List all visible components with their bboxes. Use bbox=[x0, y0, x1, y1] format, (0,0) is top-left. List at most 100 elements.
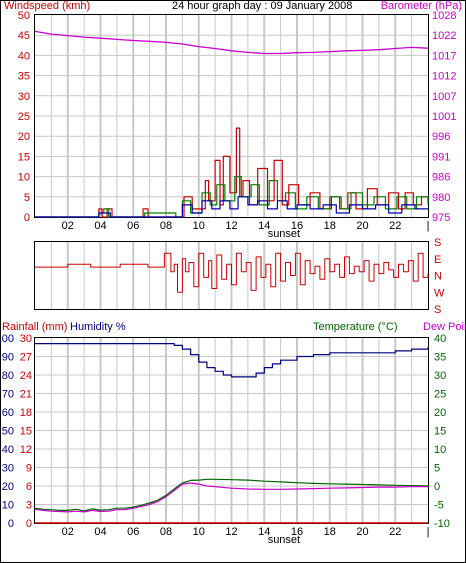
barometer-tick-label: 1012 bbox=[432, 71, 456, 83]
direction-tick-label: N bbox=[434, 271, 442, 283]
humidity-tick-label: 90 bbox=[2, 352, 14, 364]
direction-tick-label: W bbox=[434, 287, 445, 299]
temperature-tick-label: 0 bbox=[434, 481, 440, 493]
rainfall-tick-label: 27 bbox=[20, 352, 32, 364]
x-tick-label: 14 bbox=[258, 526, 270, 538]
windspeed-tick-label: 25 bbox=[18, 111, 30, 123]
windspeed-tick-label: 5 bbox=[24, 192, 30, 204]
x-tick-label: 22 bbox=[389, 220, 401, 232]
tick-label-layer: 0510152025303540455097598098699199610011… bbox=[0, 10, 456, 546]
temperature-tick-label: 30 bbox=[434, 370, 446, 382]
barometer-tick-label: 1022 bbox=[432, 30, 456, 42]
humidity-axis-label: Humidity % bbox=[70, 321, 126, 333]
wind-direction-series-line bbox=[35, 252, 429, 293]
barometer-tick-label: 975 bbox=[432, 212, 450, 224]
temperature-tick-label: 10 bbox=[434, 444, 446, 456]
windspeed-tick-label: 35 bbox=[18, 71, 30, 83]
barometer-tick-label: 991 bbox=[432, 151, 450, 163]
rainfall-tick-label: 6 bbox=[26, 481, 32, 493]
x-tick-label: 12 bbox=[225, 526, 237, 538]
grid-layer bbox=[35, 15, 428, 523]
barometer-tick-label: 980 bbox=[432, 192, 450, 204]
humidity-tick-label: 30 bbox=[2, 463, 14, 475]
windspeed-tick-label: 30 bbox=[18, 91, 30, 103]
x-tick-label: 10 bbox=[193, 526, 205, 538]
humidity-tick-label: 60 bbox=[2, 407, 14, 419]
barometer-series-line bbox=[34, 30, 429, 55]
humidity-tick-label: 70 bbox=[2, 389, 14, 401]
temperature-tick-label: 15 bbox=[434, 426, 446, 438]
rainfall-tick-label: 3 bbox=[26, 500, 32, 512]
temperature-tick-label: 25 bbox=[434, 389, 446, 401]
dewpoint-series-line bbox=[34, 482, 428, 513]
rainfall-tick-label: 24 bbox=[20, 370, 32, 382]
barometer-tick-label: 1028 bbox=[432, 10, 456, 22]
x-tick-label: 06 bbox=[127, 526, 139, 538]
x-tick-label: 04 bbox=[94, 526, 106, 538]
barometer-tick-label: 1001 bbox=[432, 111, 456, 123]
temperature-series-line bbox=[34, 478, 429, 512]
humidity-tick-label: 40 bbox=[2, 444, 14, 456]
temperature-tick-label: 20 bbox=[434, 407, 446, 419]
humidity-series-line bbox=[35, 343, 429, 378]
rainfall-tick-label: 21 bbox=[20, 389, 32, 401]
direction-tick-label: S bbox=[434, 237, 441, 249]
humidity-tick-label: 20 bbox=[2, 481, 14, 493]
rainfall-axis-label: Rainfall (mm) bbox=[2, 321, 67, 333]
windspeed-tick-label: 50 bbox=[18, 10, 30, 22]
rainfall-tick-label: 18 bbox=[20, 407, 32, 419]
direction-tick-label: E bbox=[434, 254, 441, 266]
windspeed-tick-label: 45 bbox=[18, 30, 30, 42]
barometer-tick-label: 1007 bbox=[432, 91, 456, 103]
x-tick-label: 16 bbox=[291, 526, 303, 538]
x-tick-label: 16 bbox=[291, 220, 303, 232]
temperature-axis-label: Temperature (°C) bbox=[313, 321, 397, 333]
x-tick-label: | bbox=[427, 526, 430, 538]
temperature-tick-label: -10 bbox=[434, 518, 450, 530]
humidity-tick-label: 80 bbox=[2, 370, 14, 382]
x-tick-label: 06 bbox=[127, 220, 139, 232]
temperature-tick-label: 5 bbox=[434, 463, 440, 475]
x-tick-label: 04 bbox=[94, 220, 106, 232]
humidity-tick-label: 0 bbox=[8, 518, 14, 530]
x-tick-label: 12 bbox=[225, 220, 237, 232]
x-tick-label: 20 bbox=[356, 526, 368, 538]
x-tick-label: | bbox=[427, 220, 430, 232]
average-wind-series-line bbox=[35, 196, 428, 218]
dewpoint-axis-label: Dew Point bbox=[423, 321, 466, 333]
direction-tick-label: S bbox=[434, 304, 441, 316]
windspeed-tick-label: 0 bbox=[24, 212, 30, 224]
x-tick-label: 08 bbox=[160, 526, 172, 538]
rainfall-tick-label: 9 bbox=[26, 463, 32, 475]
x-tick-label: 22 bbox=[389, 526, 401, 538]
humidity-tick-label: 50 bbox=[2, 426, 14, 438]
x-tick-label: 18 bbox=[324, 526, 336, 538]
x-tick-label: 02 bbox=[62, 526, 74, 538]
x-tick-label: 20 bbox=[356, 220, 368, 232]
x-tick-label: 08 bbox=[160, 220, 172, 232]
humidity-tick-label: 10 bbox=[2, 500, 14, 512]
rainfall-tick-label: 12 bbox=[20, 444, 32, 456]
windspeed-axis-label: Windspeed (kmh) bbox=[4, 0, 90, 12]
temperature-tick-label: 40 bbox=[434, 333, 446, 345]
windspeed-tick-label: 20 bbox=[18, 131, 30, 143]
wind-baro-plot-frame bbox=[34, 14, 429, 218]
sunset-label: sunset bbox=[268, 534, 300, 546]
series-layer bbox=[34, 30, 429, 524]
barometer-tick-label: 986 bbox=[432, 172, 450, 184]
windspeed-tick-label: 15 bbox=[18, 151, 30, 163]
sunset-label: sunset bbox=[268, 228, 300, 240]
temperature-tick-label: -5 bbox=[434, 500, 444, 512]
chart-title: 24 hour graph day : 09 January 2008 bbox=[172, 0, 352, 12]
rainfall-tick-label: 30 bbox=[20, 333, 32, 345]
barometer-axis-label: Barometer (hPa) bbox=[381, 0, 462, 12]
windspeed-tick-label: 40 bbox=[18, 50, 30, 62]
rainfall-tick-label: 0 bbox=[26, 518, 32, 530]
x-tick-label: 18 bbox=[324, 220, 336, 232]
x-tick-label: 02 bbox=[62, 220, 74, 232]
x-tick-label: 10 bbox=[193, 220, 205, 232]
windspeed-tick-label: 10 bbox=[18, 172, 30, 184]
